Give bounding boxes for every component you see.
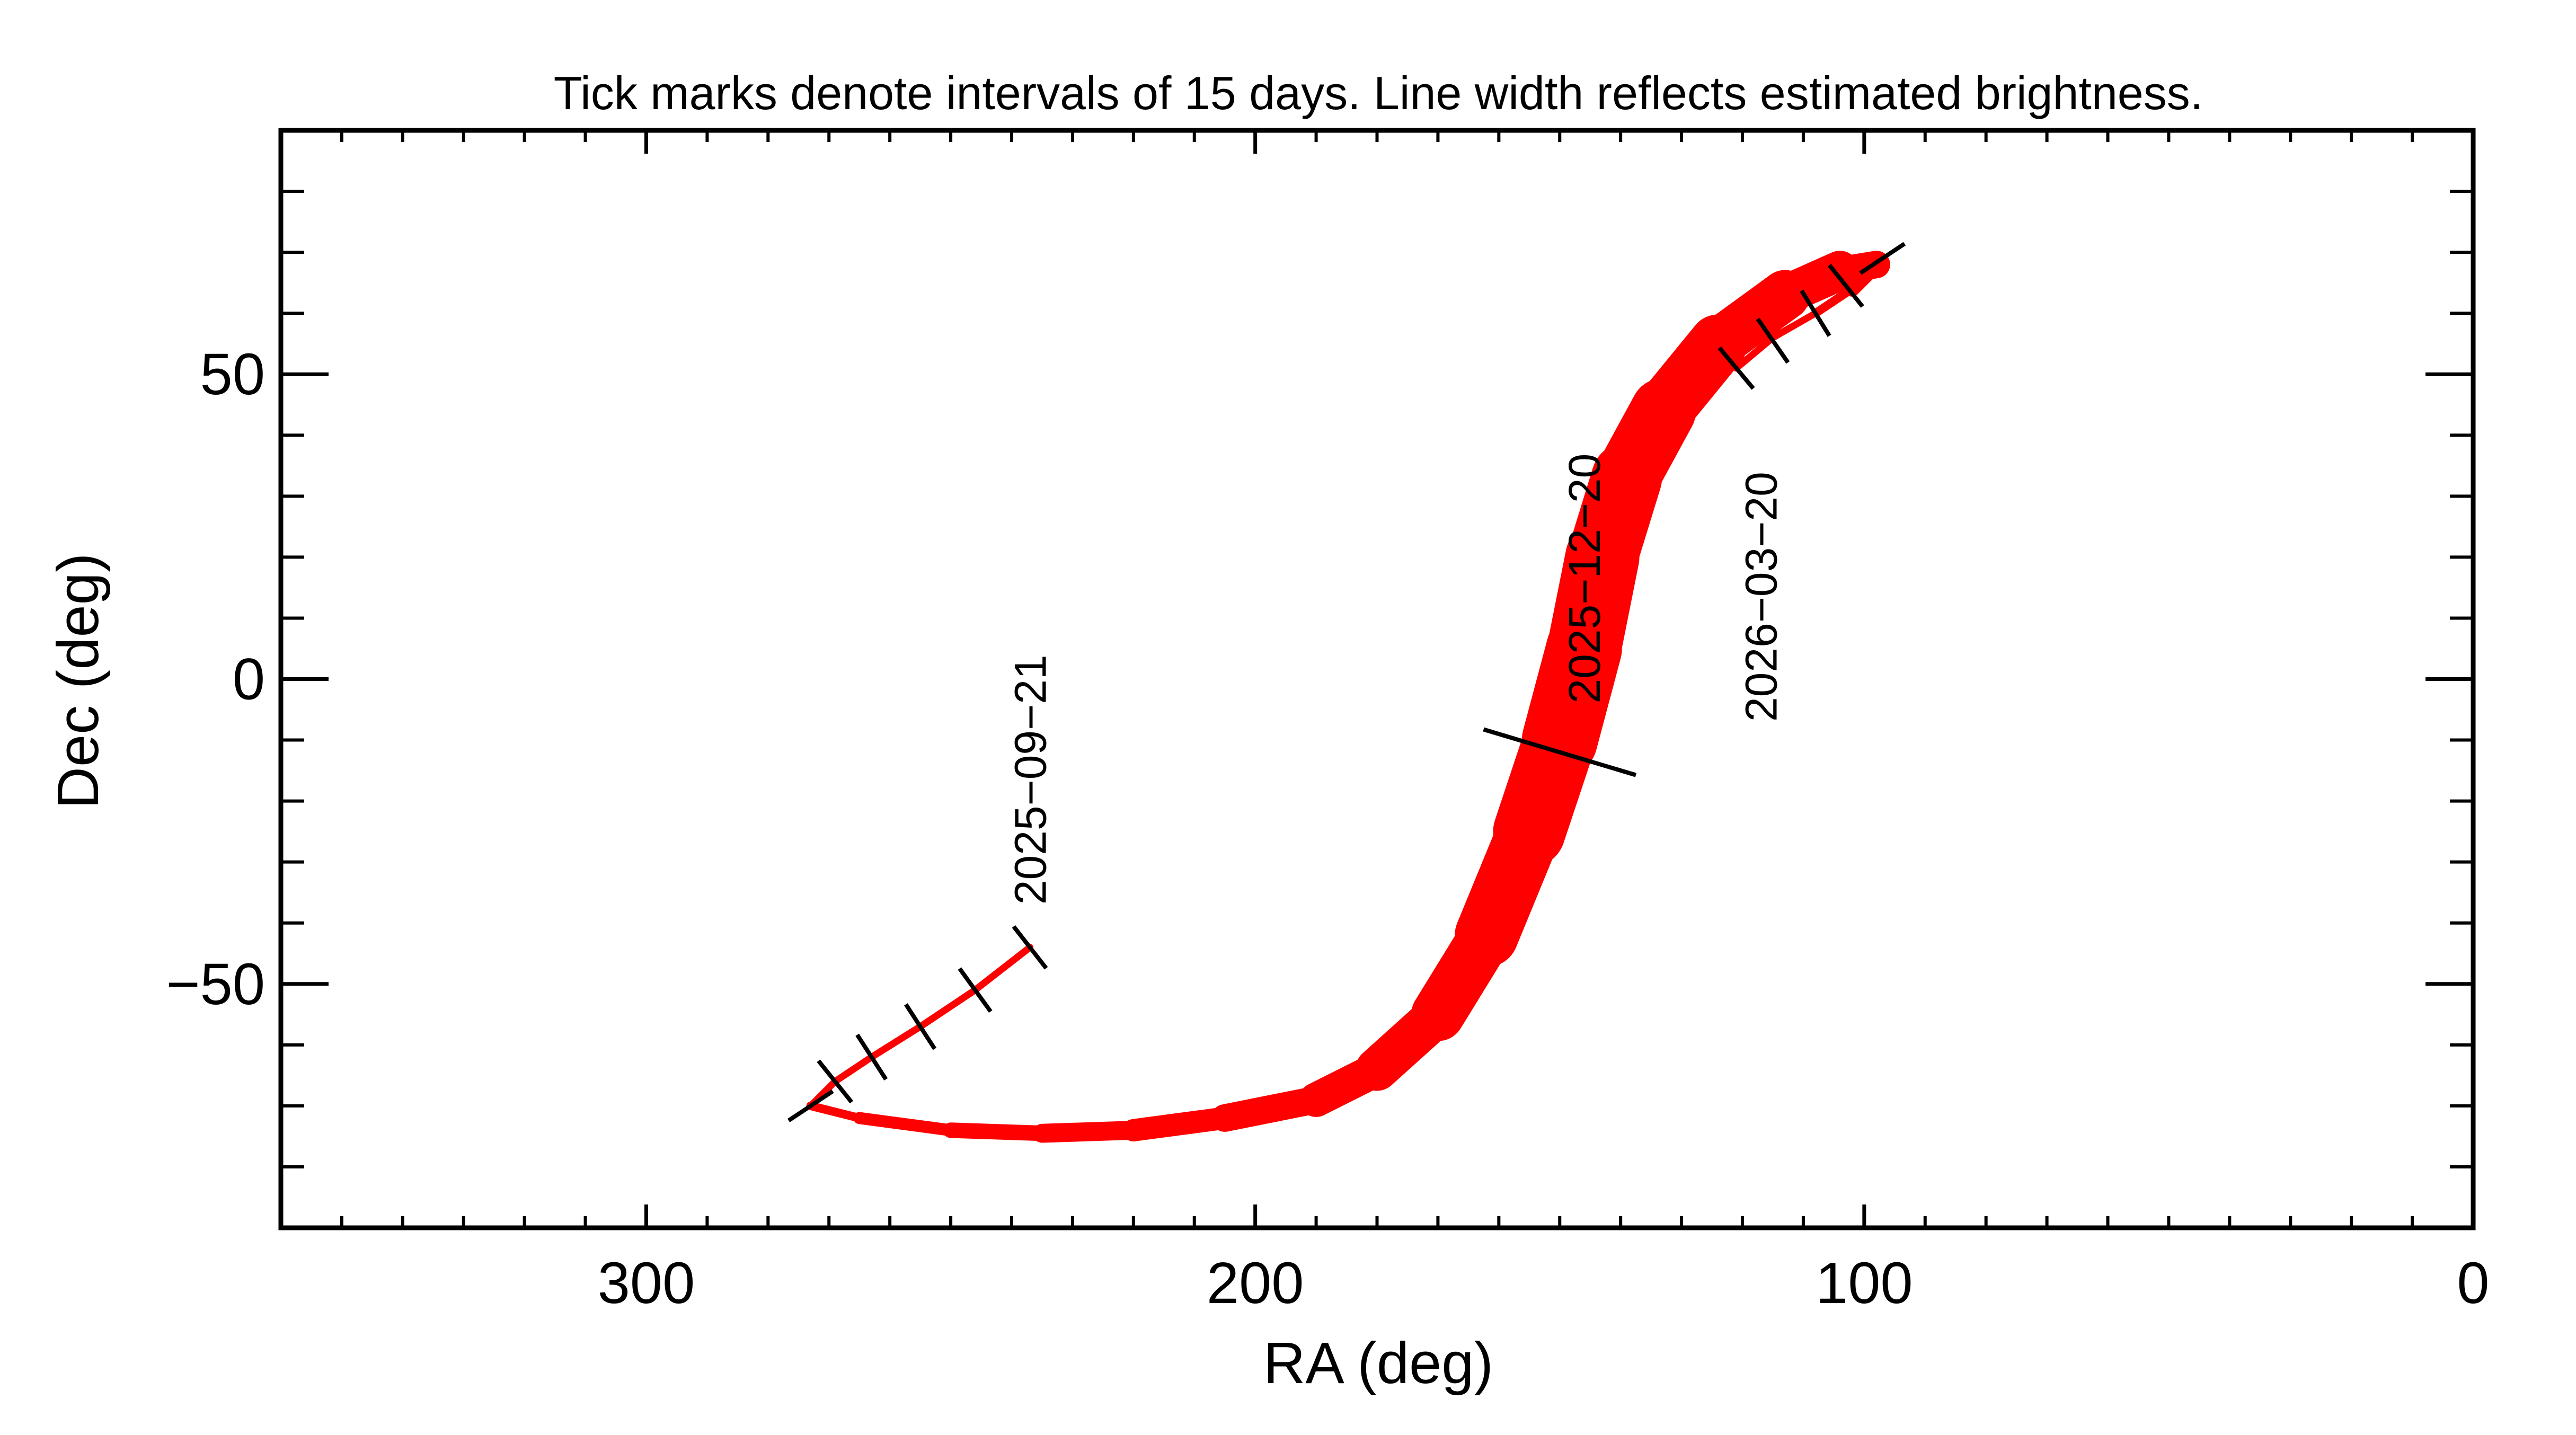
path-tick-mark — [1756, 317, 1790, 364]
sky-path-segment — [1769, 309, 1819, 341]
y-tick-labels: 50 0 −50 — [166, 342, 265, 1017]
path-tick-mark — [1827, 263, 1864, 308]
path-tick-mark — [817, 1059, 854, 1104]
y-tick-label: 50 — [200, 342, 265, 407]
sky-path-series — [806, 251, 1890, 1143]
y-axis-title: Dec (deg) — [46, 553, 111, 809]
sky-path-segment — [943, 1122, 1050, 1141]
sky-path-segment — [831, 1053, 875, 1085]
path-tick-mark — [1483, 727, 1637, 777]
sky-path-segment — [806, 1101, 864, 1123]
path-tick-mark — [1800, 289, 1831, 337]
sky-path-segment — [1122, 1106, 1236, 1142]
x-tick-labels: 300 200 100 0 — [598, 1251, 2490, 1316]
x-tick-label: 300 — [598, 1251, 695, 1316]
date-annotation: 2026−03−20 — [1736, 472, 1786, 722]
sky-path-segment — [1844, 256, 1884, 297]
sky-path-segment — [1811, 285, 1856, 318]
plot-frame — [278, 128, 2476, 1230]
x-tick-label: 100 — [1816, 1251, 1913, 1316]
path-tick-marks — [787, 242, 1906, 1122]
sky-path-segment — [853, 1112, 957, 1137]
date-annotation: 2025−09−21 — [1005, 654, 1055, 905]
sky-path-segment — [917, 986, 979, 1030]
path-tick-mark — [904, 1003, 937, 1050]
sky-path-segment — [971, 944, 1033, 994]
path-tick-mark — [1718, 346, 1755, 390]
path-tick-mark — [1012, 925, 1048, 970]
path-tick-mark — [958, 967, 993, 1013]
date-annotations: 2025−09−21 2025−12−20 2026−03−20 — [1005, 454, 1786, 905]
sky-path-segment — [1032, 1121, 1143, 1143]
path-tick-mark — [1859, 242, 1906, 275]
date-annotation: 2025−12−20 — [1560, 454, 1609, 704]
x-tick-label: 0 — [2457, 1251, 2489, 1316]
chart-title: Tick marks denote intervals of 15 days. … — [554, 67, 2203, 119]
sky-path-segment — [1733, 334, 1776, 372]
x-tick-label: 200 — [1207, 1251, 1304, 1316]
y-tick-label: −50 — [166, 952, 265, 1017]
y-tick-label: 0 — [233, 647, 265, 712]
path-tick-mark — [787, 1089, 834, 1122]
sky-path-segment — [868, 1023, 924, 1061]
x-axis-title: RA (deg) — [1263, 1331, 1493, 1396]
path-tick-mark — [855, 1033, 888, 1081]
